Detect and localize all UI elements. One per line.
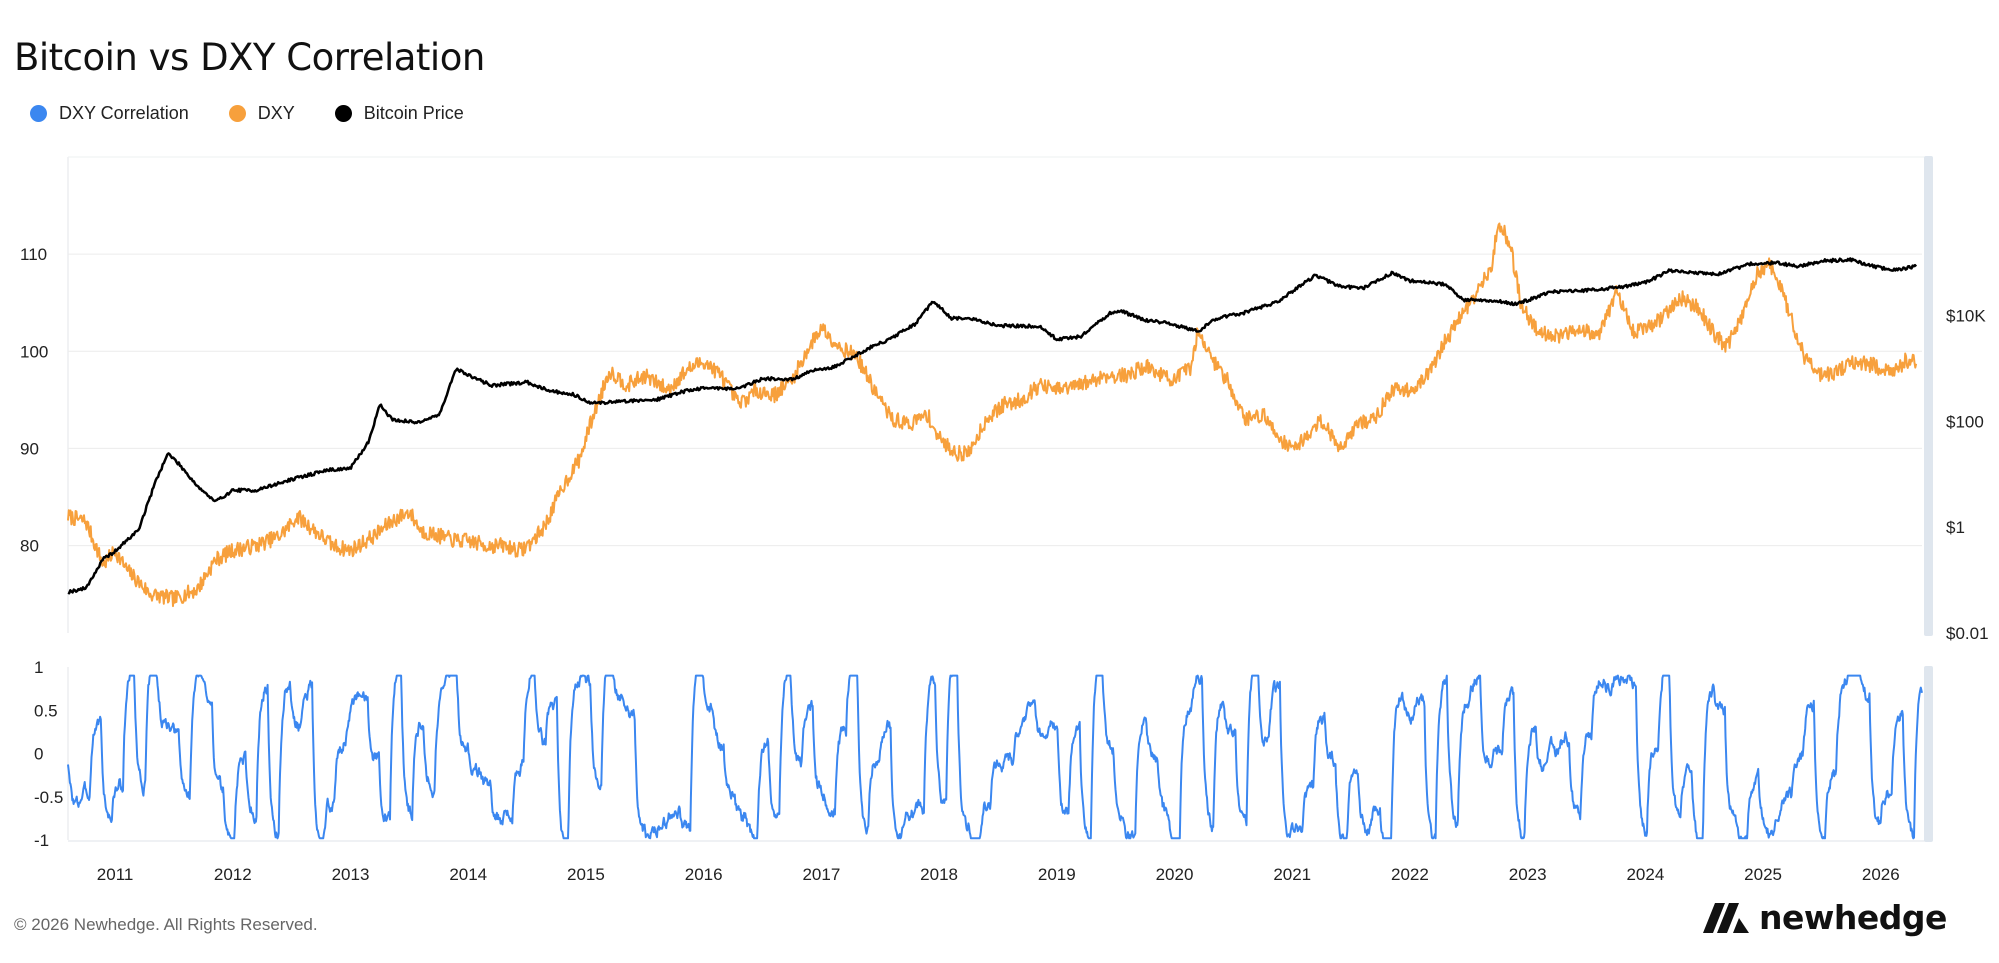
- x-tick-label: 2011: [97, 865, 134, 884]
- legend-label-dxy: DXY: [257, 103, 295, 123]
- series-line-bitcoin-price: [67, 257, 1918, 595]
- scrollbar-top-panel: [1924, 156, 1933, 636]
- series-line-dxy: [67, 222, 1918, 608]
- brand[interactable]: newhedge: [1703, 898, 1947, 937]
- y-left-tick-label: 110: [20, 245, 47, 264]
- x-tick-label: 2025: [1744, 865, 1782, 884]
- newhedge-logo-icon: [1703, 902, 1749, 933]
- x-tick-label: 2014: [449, 865, 487, 884]
- y-corr-tick-label: -0.5: [34, 788, 63, 807]
- x-tick-label: 2015: [567, 865, 605, 884]
- x-tick-label: 2016: [685, 865, 723, 884]
- legend-label-bitcoin-price: Bitcoin Price: [363, 103, 464, 123]
- y-left-tick-label: 100: [20, 342, 48, 361]
- x-tick-label: 2017: [802, 865, 840, 884]
- x-tick-label: 2024: [1626, 865, 1664, 884]
- y-corr-tick-label: 0: [34, 745, 43, 764]
- copyright-footer: © 2026 Newhedge. All Rights Reserved.: [14, 915, 318, 934]
- legend-dot-dxy-correlation: [30, 105, 47, 122]
- x-tick-label: 2021: [1273, 865, 1311, 884]
- y-left-tick-label: 80: [20, 537, 39, 556]
- y-corr-tick-label: -1: [34, 831, 49, 850]
- y-corr-tick-label: 1: [34, 658, 43, 677]
- y-right-tick-label: $1: [1946, 518, 1965, 537]
- x-tick-label: 2013: [332, 865, 370, 884]
- x-tick-label: 2019: [1038, 865, 1076, 884]
- legend-item-dxy-correlation[interactable]: DXY Correlation: [30, 103, 189, 124]
- x-tick-label: 2022: [1391, 865, 1429, 884]
- x-tick-label: 2026: [1862, 865, 1900, 884]
- y-right-tick-label: $0.01: [1946, 624, 1989, 643]
- series-line-dxy-correlation: [67, 674, 1923, 840]
- legend-dot-dxy: [228, 105, 246, 122]
- legend-dot-bitcoin-price: [334, 105, 352, 122]
- x-tick-label: 2012: [214, 865, 252, 884]
- brand-name: newhedge: [1759, 898, 1947, 937]
- legend-label-dxy-correlation: DXY Correlation: [59, 103, 189, 123]
- y-corr-tick-label: 0.5: [34, 701, 58, 720]
- chart-title: Bitcoin vs DXY Correlation: [14, 36, 485, 79]
- y-right-tick-label: $100: [1946, 412, 1984, 431]
- chart-legend: DXY Correlation DXY Bitcoin Price: [30, 103, 464, 124]
- scrollbar-bottom-panel: [1924, 666, 1933, 842]
- x-tick-label: 2018: [920, 865, 958, 884]
- legend-item-bitcoin-price[interactable]: Bitcoin Price: [334, 103, 464, 124]
- y-left-tick-label: 90: [20, 439, 39, 458]
- x-tick-label: 2023: [1509, 865, 1547, 884]
- x-tick-label: 2020: [1156, 865, 1194, 884]
- y-right-tick-label: $10K: [1946, 307, 1986, 326]
- legend-item-dxy[interactable]: DXY: [228, 103, 295, 124]
